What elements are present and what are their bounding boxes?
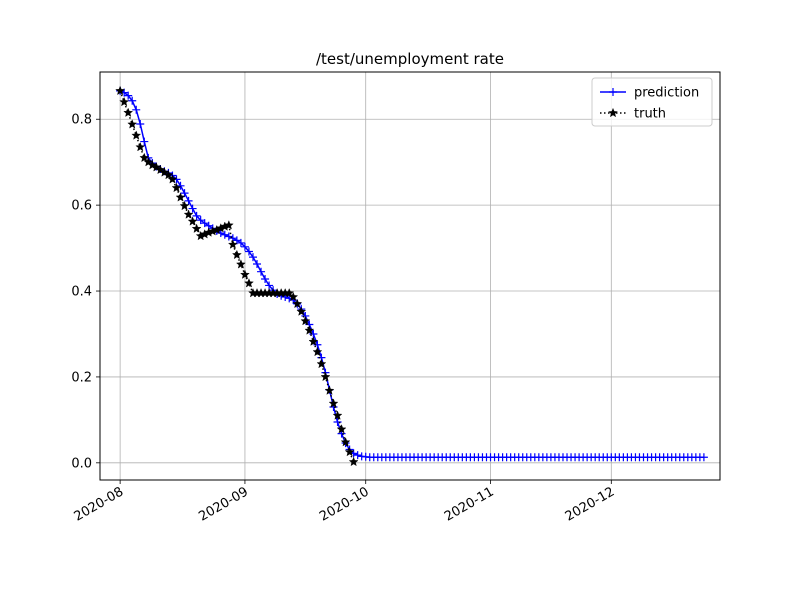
data-point-prediction — [257, 267, 266, 276]
data-point-truth — [151, 162, 162, 172]
data-point-prediction — [200, 219, 209, 228]
data-point-truth — [183, 209, 194, 219]
data-point-truth — [244, 278, 254, 288]
data-point-truth — [328, 398, 339, 408]
plot-area — [115, 85, 708, 467]
legend-label-truth: truth — [634, 107, 666, 122]
data-point-truth — [348, 456, 359, 467]
data-point-truth — [123, 107, 134, 117]
data-point-prediction — [188, 204, 197, 213]
data-point-prediction — [128, 96, 137, 105]
data-point-prediction — [184, 196, 193, 205]
data-point-truth — [139, 152, 150, 163]
data-point-truth — [119, 96, 130, 107]
data-point-truth — [171, 182, 182, 193]
data-point-prediction — [224, 232, 233, 241]
data-point-truth — [236, 259, 246, 269]
data-point-truth — [179, 200, 190, 211]
data-point-truth — [231, 249, 242, 260]
data-point-truth — [308, 336, 319, 346]
data-point-prediction — [220, 230, 229, 239]
data-point-prediction — [353, 451, 362, 460]
y-tick-label: 0.6 — [71, 199, 92, 214]
legend-marker-prediction — [609, 88, 617, 96]
data-point-truth — [223, 220, 234, 230]
data-point-prediction — [236, 238, 245, 247]
data-point-truth — [344, 446, 355, 457]
data-point-prediction — [244, 247, 253, 256]
data-point-truth — [288, 291, 299, 302]
y-tick-label: 0.4 — [71, 285, 92, 300]
data-point-truth — [147, 160, 158, 170]
data-point-truth — [296, 306, 307, 316]
data-point-prediction — [248, 253, 257, 262]
data-point-truth — [159, 167, 170, 177]
y-axis: 0.0 0.2 0.4 0.6 0.8 — [71, 113, 100, 471]
data-point-truth — [320, 371, 331, 382]
data-point-truth — [340, 437, 351, 447]
data-point-truth — [175, 192, 186, 202]
data-point-prediction — [192, 211, 201, 220]
data-point-prediction — [699, 453, 708, 462]
data-point-prediction — [124, 91, 133, 100]
y-tick-label: 0.8 — [71, 113, 92, 128]
data-point-prediction — [132, 105, 141, 114]
legend-box — [591, 77, 713, 127]
data-point-truth — [115, 85, 126, 96]
data-point-prediction — [261, 275, 270, 284]
data-point-truth — [240, 269, 250, 279]
data-point-truth — [284, 288, 295, 298]
data-point-truth — [324, 385, 335, 395]
data-point-truth — [127, 119, 138, 129]
legend: prediction truth — [591, 77, 713, 127]
y-tick-label: 0.2 — [71, 370, 92, 385]
data-point-truth — [292, 298, 303, 309]
data-point-prediction — [253, 259, 262, 268]
data-point-truth — [316, 358, 327, 369]
data-point-truth — [131, 130, 142, 140]
data-point-truth — [187, 216, 198, 226]
data-point-truth — [300, 315, 311, 326]
data-point-truth — [163, 169, 174, 180]
data-point-truth — [336, 424, 347, 434]
data-point-prediction — [176, 181, 185, 190]
y-tick-label: 0.0 — [71, 456, 92, 471]
data-point-prediction — [140, 137, 149, 146]
data-point-truth — [312, 346, 323, 357]
legend-marker-truth — [608, 107, 618, 118]
data-point-prediction — [196, 216, 205, 225]
series-truth — [115, 85, 359, 467]
data-point-truth — [167, 174, 178, 184]
data-point-truth — [155, 164, 166, 175]
chart-title: /test/unemployment rate — [316, 50, 504, 68]
data-point-prediction — [136, 119, 145, 128]
data-point-truth — [332, 410, 343, 420]
data-point-truth — [304, 325, 315, 335]
data-point-prediction — [240, 242, 249, 251]
data-point-truth — [191, 223, 202, 233]
axes-frame — [99, 71, 721, 481]
data-point-truth — [135, 142, 146, 152]
data-point-truth — [227, 239, 238, 249]
legend-label-prediction: prediction — [634, 86, 699, 101]
